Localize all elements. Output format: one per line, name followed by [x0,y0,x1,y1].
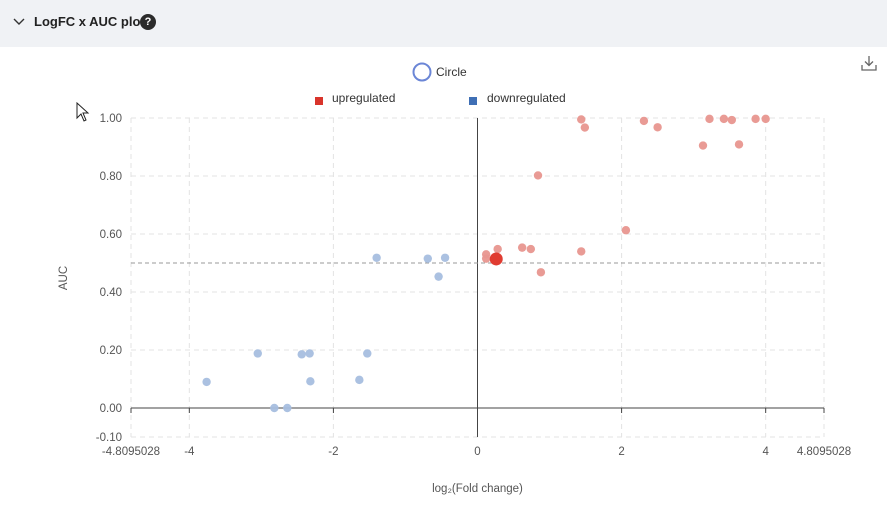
legend-circle-marker[interactable] [412,62,432,82]
x-tick-label: 0 [474,446,480,458]
legend-down-label[interactable]: downregulated [487,91,566,105]
panel-header[interactable]: LogFC x AUC plot ? [0,0,887,47]
y-tick-label: 0.60 [100,229,122,241]
upregulated-point [577,247,586,256]
y-tick-label: 0.00 [100,403,122,415]
y-axis-title: AUC [58,266,70,290]
y-tick-label: -0.10 [96,432,122,444]
x-tick-label: -4 [184,446,195,458]
x-axis-title: log₂(Fold change) [432,483,523,495]
mouse-pointer-icon [76,102,90,122]
upregulated-point [533,171,543,180]
upregulated-point [536,268,546,277]
upregulated-point [577,115,586,124]
upregulated-point [653,123,662,132]
highlighted-circle-point [489,252,503,266]
upregulated-point [517,243,527,252]
downregulated-point [423,254,432,263]
upregulated-point [639,116,649,126]
downregulated-point [270,403,279,413]
downregulated-point [283,403,292,413]
panel-title: LogFC x AUC plot [34,14,145,29]
upregulated-point [719,114,729,124]
data-points [202,114,770,413]
upregulated-point [698,141,708,150]
downregulated-point [253,349,262,358]
downregulated-point [306,377,315,386]
upregulated-point [727,115,737,125]
downregulated-point [363,349,372,358]
upregulated-point [621,226,631,235]
y-tick-label: 0.40 [100,287,122,299]
legend-down-swatch[interactable] [469,97,477,105]
upregulated-point [705,114,714,124]
downregulated-point [440,253,450,262]
x-tick-label: -2 [328,446,338,458]
upregulated-point [481,254,491,263]
downregulated-point [305,349,314,358]
upregulated-point [751,114,760,124]
upregulated-point [734,140,744,149]
downregulated-point [372,253,381,262]
x-tick-label: -4.8095028 [102,446,160,458]
y-tick-label: 0.20 [100,345,122,357]
upregulated-point [761,114,770,124]
x-tick-label: 4 [762,446,769,458]
downregulated-point [202,377,211,387]
chevron-down-icon[interactable] [12,14,26,28]
downregulated-point [434,272,443,281]
tick-labels: -4.8095028 -4 -2 0 2 4 4.8095028 1.00 0.80 0.60 0.… [58,113,851,495]
upregulated-point [526,244,536,254]
downregulated-point [355,375,364,385]
download-icon[interactable] [860,54,878,72]
upregulated-point [493,244,502,254]
x-tick-label: 4.8095028 [797,446,851,458]
legend-up-swatch[interactable] [315,97,323,105]
legend-up-label[interactable]: upregulated [332,91,396,105]
legend-circle-label[interactable]: Circle [436,65,467,79]
y-tick-label: 0.80 [100,171,122,183]
downregulated-point [297,350,306,359]
upregulated-point [580,123,590,132]
y-tick-label: 1.00 [100,113,122,125]
x-tick-label: 2 [618,446,624,458]
axes [130,118,825,437]
help-icon[interactable]: ? [140,14,156,30]
